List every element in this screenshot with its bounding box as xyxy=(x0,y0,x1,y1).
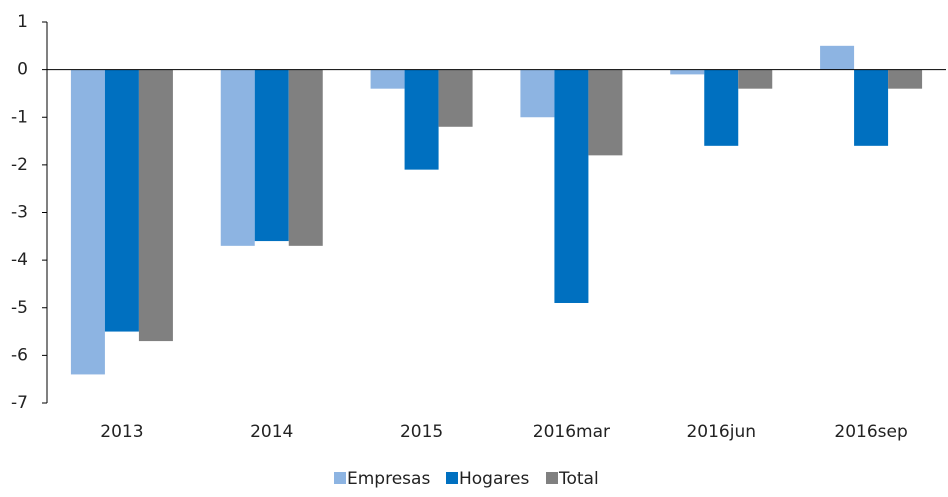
x-tick-label: 2016mar xyxy=(533,422,610,442)
y-tick-label: 0 xyxy=(17,60,28,80)
bar xyxy=(588,69,623,156)
y-tick-label: -1 xyxy=(11,107,28,127)
y-tick-label: -5 xyxy=(11,298,28,318)
bar xyxy=(254,69,289,242)
bar xyxy=(370,69,405,89)
y-tick-label: -3 xyxy=(11,203,28,223)
y-tick-label: -6 xyxy=(11,345,28,365)
x-tick-label: 2014 xyxy=(250,422,293,442)
x-tick-label: 2016jun xyxy=(686,422,756,442)
bar xyxy=(70,69,105,375)
bar xyxy=(670,69,705,75)
legend-label: Hogares xyxy=(459,469,529,489)
bar xyxy=(288,69,323,246)
y-tick-label: 1 xyxy=(17,12,28,32)
legend-label: Empresas xyxy=(347,469,430,489)
y-tick-label: -4 xyxy=(11,250,28,270)
legend-swatch xyxy=(446,472,458,484)
x-tick-label: 2016sep xyxy=(834,422,907,442)
y-tick-label: -2 xyxy=(11,155,28,175)
bar xyxy=(520,69,555,118)
bar xyxy=(554,69,589,303)
legend-swatch xyxy=(546,472,558,484)
bar xyxy=(704,69,739,146)
bar xyxy=(404,69,439,170)
bar xyxy=(854,69,889,146)
bar xyxy=(220,69,255,246)
bar xyxy=(820,45,855,70)
bar xyxy=(888,69,923,89)
bar xyxy=(138,69,173,342)
legend-label: Total xyxy=(558,469,599,489)
bar xyxy=(104,69,139,332)
bar xyxy=(738,69,773,89)
x-tick-label: 2015 xyxy=(400,422,443,442)
y-tick-label: -7 xyxy=(11,393,28,413)
x-tick-label: 2013 xyxy=(100,422,143,442)
bar xyxy=(438,69,473,127)
legend-swatch xyxy=(334,472,346,484)
